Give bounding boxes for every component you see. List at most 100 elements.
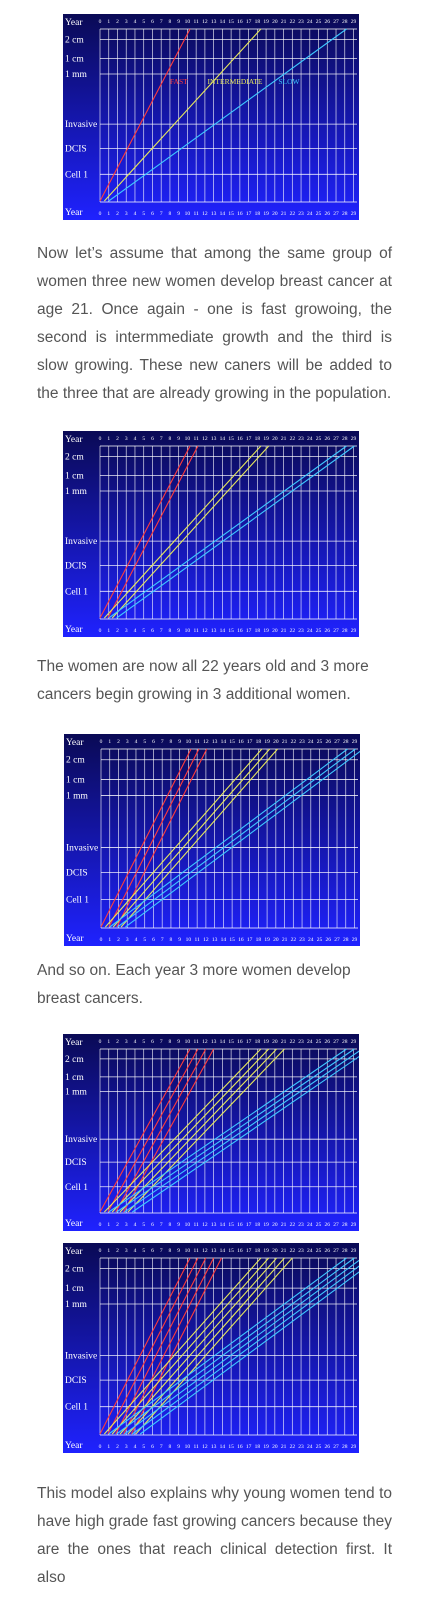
series-label: FAST xyxy=(170,77,188,86)
paragraph-new-cancers-age-21: Now let’s assume that among the same gro… xyxy=(37,245,392,402)
year-tick-bottom: 29 xyxy=(351,211,357,217)
growth-line-fast xyxy=(107,445,199,619)
growth-line-fast xyxy=(108,748,200,928)
year-tick-bottom: 10 xyxy=(186,937,192,943)
year-tick-top: 29 xyxy=(351,19,357,25)
growth-line-fast xyxy=(99,445,191,619)
year-tick-top: 28 xyxy=(342,1248,348,1254)
year-tick-bottom: 0 xyxy=(99,1444,102,1450)
year-tick-bottom: 18 xyxy=(255,628,261,634)
growth-chart-1: Year 2 cm 1 cm 1 mm Invasive DCIS Cell 1 Year 0 0… xyxy=(63,14,359,220)
growth-line-slow xyxy=(132,1265,359,1435)
year-tick-top: 20 xyxy=(272,1248,278,1254)
year-tick-top: 19 xyxy=(263,1039,269,1045)
year-tick-bottom: 24 xyxy=(308,937,314,943)
growth-chart-2: Year 2 cm 1 cm 1 mm Invasive DCIS Cell 1 Year 0 0… xyxy=(63,431,359,637)
year-tick-bottom: 8 xyxy=(169,1444,172,1450)
year-tick-bottom: 2 xyxy=(116,628,119,634)
year-tick-bottom: 3 xyxy=(125,1444,128,1450)
growth-chart-svg: Year 2 cm 1 cm 1 mm Invasive DCIS Cell 1 Year 0 0… xyxy=(63,431,359,637)
year-tick-bottom: 9 xyxy=(177,628,180,634)
year-tick-top: 15 xyxy=(228,1248,234,1254)
growth-line-fast xyxy=(100,748,192,928)
year-tick-bottom: 10 xyxy=(185,1444,191,1450)
growth-chart-svg: Year 2 cm 1 cm 1 mm Invasive DCIS Cell 1 Year 0 0… xyxy=(63,14,359,220)
year-tick-bottom: 5 xyxy=(142,628,145,634)
year-tick-top: 14 xyxy=(220,1248,226,1254)
y-axis-label: 1 cm xyxy=(65,1284,84,1294)
year-tick-bottom: 7 xyxy=(160,1222,163,1228)
year-tick-bottom: 25 xyxy=(316,1222,322,1228)
year-tick-top: 10 xyxy=(185,19,191,25)
year-tick-top: 1 xyxy=(108,739,111,745)
year-tick-bottom: 11 xyxy=(194,211,200,217)
year-tick-top: 6 xyxy=(151,436,154,442)
year-tick-bottom: 19 xyxy=(263,1444,269,1450)
y-axis-label: Year xyxy=(66,738,84,748)
growth-line-intermediate xyxy=(111,1257,270,1435)
year-tick-bottom: 21 xyxy=(281,1444,287,1450)
year-tick-bottom: 19 xyxy=(263,211,269,217)
year-tick-bottom: 10 xyxy=(185,211,191,217)
year-tick-bottom: 20 xyxy=(272,1444,278,1450)
year-tick-top: 21 xyxy=(281,1039,287,1045)
growth-chart-svg: Year 2 cm 1 cm 1 mm Invasive DCIS Cell 1 Year 0 0… xyxy=(63,1034,359,1231)
year-tick-bottom: 8 xyxy=(170,937,173,943)
year-tick-top: 21 xyxy=(281,1248,287,1254)
year-tick-top: 10 xyxy=(186,739,192,745)
year-tick-top: 24 xyxy=(307,1248,313,1254)
year-tick-top: 0 xyxy=(100,739,103,745)
year-tick-top: 27 xyxy=(333,436,339,442)
year-tick-bottom: 28 xyxy=(342,1444,348,1450)
year-tick-bottom: 15 xyxy=(229,937,235,943)
year-tick-top: 12 xyxy=(202,436,208,442)
year-tick-top: 12 xyxy=(202,1248,208,1254)
growth-line-intermediate xyxy=(112,748,271,928)
y-axis-label: Cell 1 xyxy=(65,1403,88,1413)
year-tick-bottom: 11 xyxy=(194,628,200,634)
y-axis-label: DCIS xyxy=(65,144,87,154)
y-axis-label: Year xyxy=(65,625,83,635)
year-tick-top: 4 xyxy=(134,1248,137,1254)
year-tick-top: 14 xyxy=(220,436,226,442)
year-tick-bottom: 14 xyxy=(220,628,226,634)
year-tick-top: 25 xyxy=(316,1039,322,1045)
year-tick-bottom: 22 xyxy=(290,1444,296,1450)
year-tick-bottom: 13 xyxy=(211,628,217,634)
year-tick-top: 7 xyxy=(161,739,164,745)
year-tick-bottom: 16 xyxy=(237,628,243,634)
year-tick-bottom: 14 xyxy=(220,1222,226,1228)
year-tick-bottom: 4 xyxy=(135,937,138,943)
year-tick-top: 4 xyxy=(134,436,137,442)
year-tick-bottom: 11 xyxy=(194,1444,200,1450)
growth-line-slow xyxy=(108,28,347,202)
y-axis-label: 1 cm xyxy=(66,775,85,785)
growth-line-slow xyxy=(109,748,348,928)
growth-line-intermediate xyxy=(104,748,263,928)
year-tick-top: 4 xyxy=(134,19,137,25)
year-tick-bottom: 29 xyxy=(351,1444,357,1450)
growth-line-slow xyxy=(139,1271,359,1435)
year-tick-bottom: 28 xyxy=(342,1222,348,1228)
year-tick-top: 24 xyxy=(308,739,314,745)
year-tick-top: 3 xyxy=(125,1039,128,1045)
year-tick-bottom: 28 xyxy=(342,628,348,634)
year-tick-bottom: 24 xyxy=(307,628,313,634)
year-tick-top: 26 xyxy=(325,19,331,25)
year-tick-top: 17 xyxy=(246,19,252,25)
year-tick-top: 11 xyxy=(194,1039,200,1045)
year-tick-bottom: 22 xyxy=(290,628,296,634)
year-tick-bottom: 11 xyxy=(194,1222,200,1228)
year-tick-bottom: 5 xyxy=(142,1222,145,1228)
year-tick-bottom: 6 xyxy=(151,628,154,634)
year-tick-top: 26 xyxy=(325,1248,331,1254)
year-tick-bottom: 9 xyxy=(177,1222,180,1228)
year-tick-bottom: 23 xyxy=(298,628,304,634)
year-tick-bottom: 27 xyxy=(333,1222,339,1228)
paragraph-model-explains: This model also explains why young women… xyxy=(37,1485,392,1586)
year-tick-top: 12 xyxy=(203,739,209,745)
year-tick-top: 6 xyxy=(151,1039,154,1045)
year-tick-top: 18 xyxy=(255,1248,261,1254)
growth-line-slow xyxy=(132,1055,359,1213)
year-tick-top: 11 xyxy=(194,436,200,442)
